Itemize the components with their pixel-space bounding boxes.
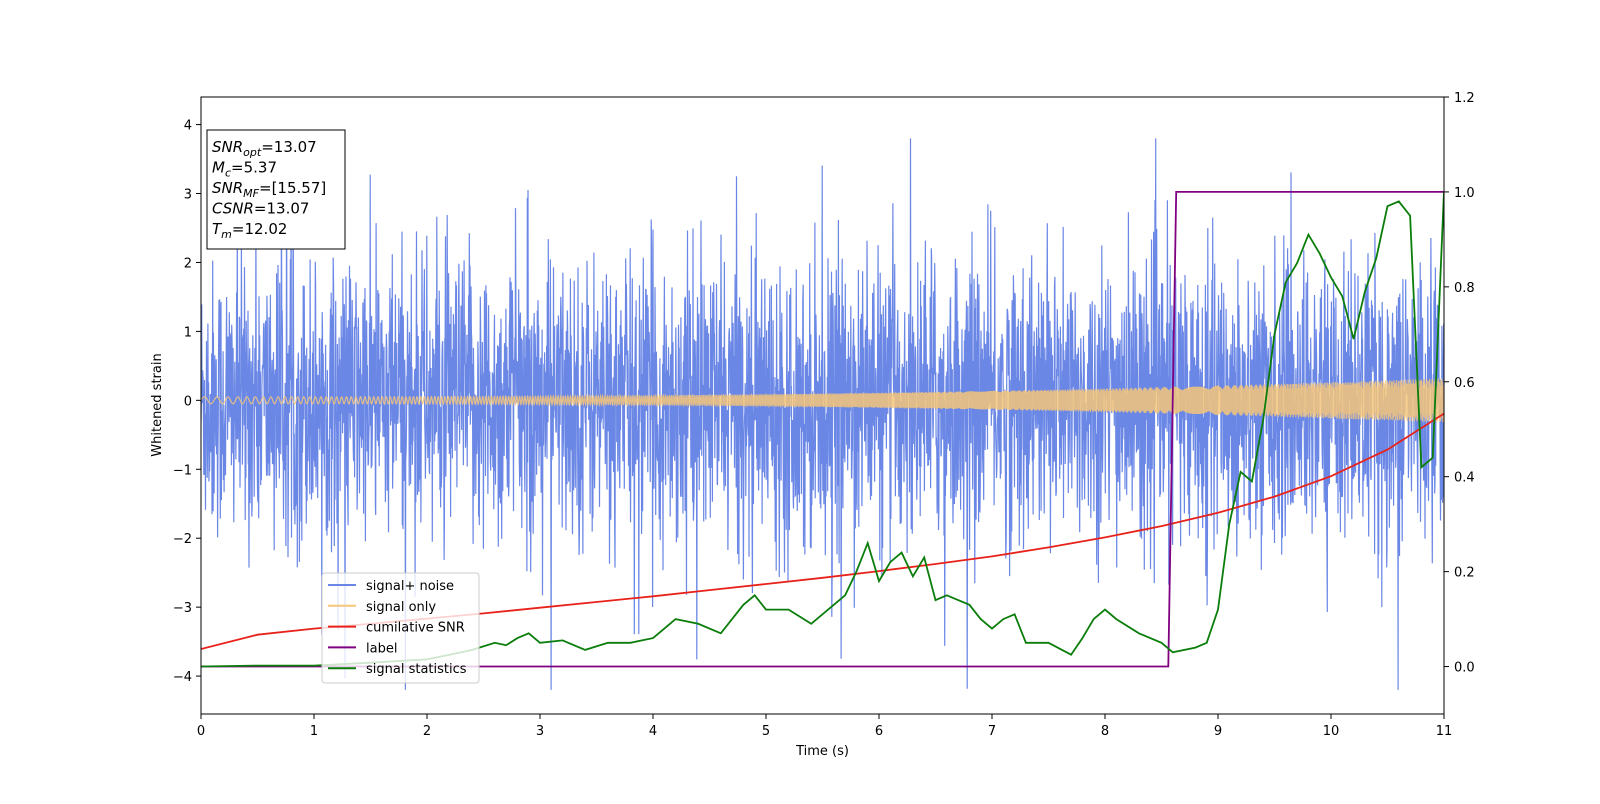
x-tick-label: 0 [197,724,205,739]
y2-tick-label: 0.2 [1454,566,1475,581]
y-axis-right: 1.2 1.0 0.8 0.6 0.4 0.2 0.0 [1444,91,1475,676]
x-axis: 0 1 2 3 4 5 6 7 8 9 10 11 [197,714,1452,739]
x-tick-label: 7 [988,724,996,739]
x-tick-label: 9 [1214,724,1222,739]
legend-label: cumilative SNR [366,621,465,636]
info-line: SNRMF=[15.57] [212,179,326,200]
y2-tick-label: 0.6 [1454,376,1475,391]
y-tick-label: 0 [184,394,192,409]
x-tick-label: 10 [1323,724,1340,739]
y-tick-label: −1 [173,463,192,478]
y-tick-label: −2 [173,532,192,547]
legend-label: signal only [366,600,436,615]
info-line: CSNR=13.07 [212,200,309,218]
y-tick-label: 1 [184,325,192,340]
x-tick-label: 5 [762,724,770,739]
y-tick-label: 2 [184,256,192,271]
x-tick-label: 8 [1101,724,1109,739]
y2-tick-label: 0.4 [1454,471,1475,486]
legend-label: label [366,641,397,656]
x-tick-label: 11 [1436,724,1453,739]
y2-tick-label: 0.8 [1454,281,1475,296]
info-line: SNRopt=13.07 [212,138,317,159]
x-tick-label: 2 [423,724,431,739]
y-tick-label: 4 [184,119,192,134]
x-axis-title: Time (s) [795,744,849,759]
y-tick-label: −4 [173,670,192,685]
info-box: SNRopt=13.07Mc=5.37SNRMF=[15.57]CSNR=13.… [207,130,345,249]
x-tick-label: 6 [875,724,883,739]
y2-tick-label: 1.0 [1454,186,1475,201]
legend-label: signal statistics [366,662,467,677]
y-tick-label: −3 [173,601,192,616]
info-line: Mc=5.37 [212,159,277,180]
legend-label: signal+ noise [366,579,454,594]
legend: signal+ noise signal only cumilative SNR la… [322,573,479,683]
y-axis-left: 4 3 2 1 0 −1 −2 −3 −4 [173,119,201,686]
y-tick-label: 3 [184,188,192,203]
y2-tick-label: 0.0 [1454,661,1475,676]
y-axis-title: Whitened strain [150,353,165,456]
x-tick-label: 4 [649,724,657,739]
x-tick-label: 3 [536,724,544,739]
x-tick-label: 1 [310,724,318,739]
y2-tick-label: 1.2 [1454,91,1475,106]
